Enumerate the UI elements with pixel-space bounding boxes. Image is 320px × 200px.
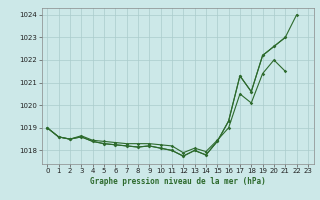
X-axis label: Graphe pression niveau de la mer (hPa): Graphe pression niveau de la mer (hPa)	[90, 177, 266, 186]
